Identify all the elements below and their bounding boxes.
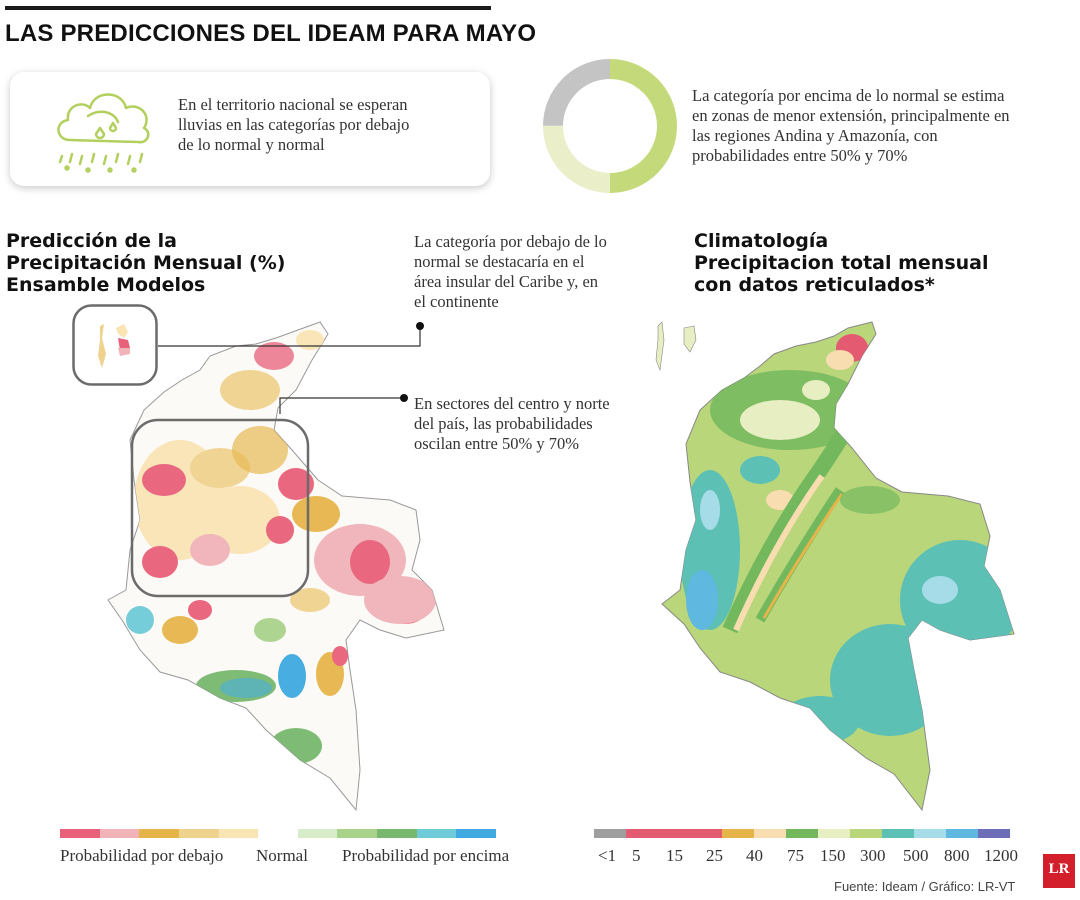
rain-cloud-icon <box>57 93 150 173</box>
donut-segment-below <box>543 59 677 193</box>
intro-text: En el territorio nacional se esperan llu… <box>178 95 410 154</box>
note-caribe-line-1: La categoría por debajo de lo <box>414 232 607 251</box>
left-heading-line-2: Precipitación Mensual (%) <box>6 252 286 274</box>
legend-left-label-normal: Normal <box>256 846 308 865</box>
legend-right-tick: 800 <box>944 846 970 865</box>
legend-right-swatch <box>786 829 818 838</box>
legend-right-swatch <box>850 829 882 838</box>
note-caribe-line-3: área insular del Caribe y, en <box>414 272 599 291</box>
legend-right-swatch <box>626 829 658 838</box>
note-centro-line-1: En sectores del centro y norte <box>414 394 610 413</box>
legend-right-swatch <box>978 829 1010 838</box>
legend-right-tick: 15 <box>666 846 683 865</box>
island-inset <box>72 304 158 386</box>
legend-right-tick: 5 <box>632 846 641 865</box>
right-heading-line-1: Climatología <box>694 230 829 252</box>
legend-right-swatch <box>658 829 690 838</box>
legend-right-tick: 150 <box>820 846 846 865</box>
left-prediction-map <box>107 321 445 812</box>
note-caribe-line-2: normal se destacaría en el <box>414 252 585 271</box>
legend-right-tick: 500 <box>903 846 929 865</box>
legend-left-swatch <box>377 829 417 838</box>
page-title: LAS PREDICCIONES DEL IDEAM PARA MAYO <box>5 20 537 47</box>
legend-right-swatch <box>914 829 946 838</box>
legend-left-swatch <box>139 829 179 838</box>
legend-left-swatch <box>416 829 457 838</box>
note-centro-line-3: oscilan entre 50% y 70% <box>414 434 579 453</box>
left-map-heading: Predicción de la Precipitación Mensual (… <box>6 230 285 296</box>
legend-right-bar <box>594 829 1010 838</box>
legend-left-swatch <box>297 829 338 838</box>
legend-right-tick: 1200 <box>984 846 1018 865</box>
legend-right-ticks: <1 5 15 25 40 75 150 300 500 800 1200 <box>594 846 1024 868</box>
note-caribe: La categoría por debajo de lo normal se … <box>414 232 614 312</box>
legend-right-tick: 300 <box>860 846 886 865</box>
legend-left-swatch <box>456 829 497 838</box>
legend-right-swatch <box>882 829 914 838</box>
legend-right-swatch <box>754 829 786 838</box>
legend-right-swatch <box>594 829 626 838</box>
left-heading-line-1: Predicción de la <box>6 230 177 252</box>
legend-right-swatch <box>690 829 722 838</box>
legend-right-swatch <box>946 829 978 838</box>
top-rule <box>5 6 491 10</box>
source-credit: Fuente: Ideam / Gráfico: LR-VT <box>834 879 1016 894</box>
legend-left-label-below: Probabilidad por debajo <box>60 846 224 865</box>
intro-card <box>10 72 490 186</box>
donut-text: La categoría por encima de lo normal se … <box>692 86 1010 165</box>
legend-right-swatch <box>722 829 754 838</box>
legend-right-swatch <box>818 829 850 838</box>
legend-left-swatch <box>178 829 219 838</box>
left-heading-line-3: Ensamble Modelos <box>6 274 206 296</box>
right-heading-line-3: con datos reticulados* <box>694 274 935 296</box>
legend-left-swatch <box>60 829 100 838</box>
probability-donut <box>543 59 677 193</box>
legend-left-swatch <box>258 829 298 838</box>
note-caribe-line-4: el continente <box>414 292 499 311</box>
legend-left-swatch <box>218 829 259 838</box>
legend-left-swatch <box>99 829 140 838</box>
legend-right-tick: 75 <box>787 846 804 865</box>
note-centro: En sectores del centro y norte del país,… <box>414 394 614 454</box>
right-map-heading: Climatología Precipitacion total mensual… <box>694 230 989 296</box>
legend-left-swatch <box>337 829 378 838</box>
right-climatology-map <box>655 321 1015 812</box>
legend-right-tick: <1 <box>598 846 617 865</box>
note-centro-line-2: del país, las probabilidades <box>414 414 593 433</box>
legend-left-label-above: Probabilidad por encima <box>342 846 510 865</box>
legend-left-bar <box>60 829 497 838</box>
donut-segment-normal <box>543 59 677 193</box>
lr-logo: LR <box>1043 854 1075 888</box>
right-heading-line-2: Precipitacion total mensual <box>694 252 989 274</box>
legend-right-tick: 40 <box>746 846 763 865</box>
legend-right-tick: 25 <box>706 846 723 865</box>
